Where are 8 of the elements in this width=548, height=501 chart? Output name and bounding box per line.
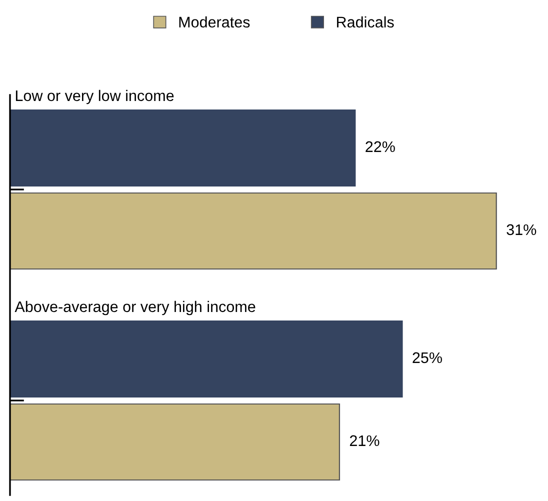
y-tick-label: Low or very low income [16,90,174,104]
legend-label: Radicals [337,16,394,28]
data-label: 25% [412,352,442,364]
legend-label: Moderates [179,16,250,28]
data-label: 21% [350,435,380,446]
y-tick-label: Above-average or very high income [14,300,256,316]
data-label: 22% [366,141,395,152]
data-label: 31% [506,224,536,236]
